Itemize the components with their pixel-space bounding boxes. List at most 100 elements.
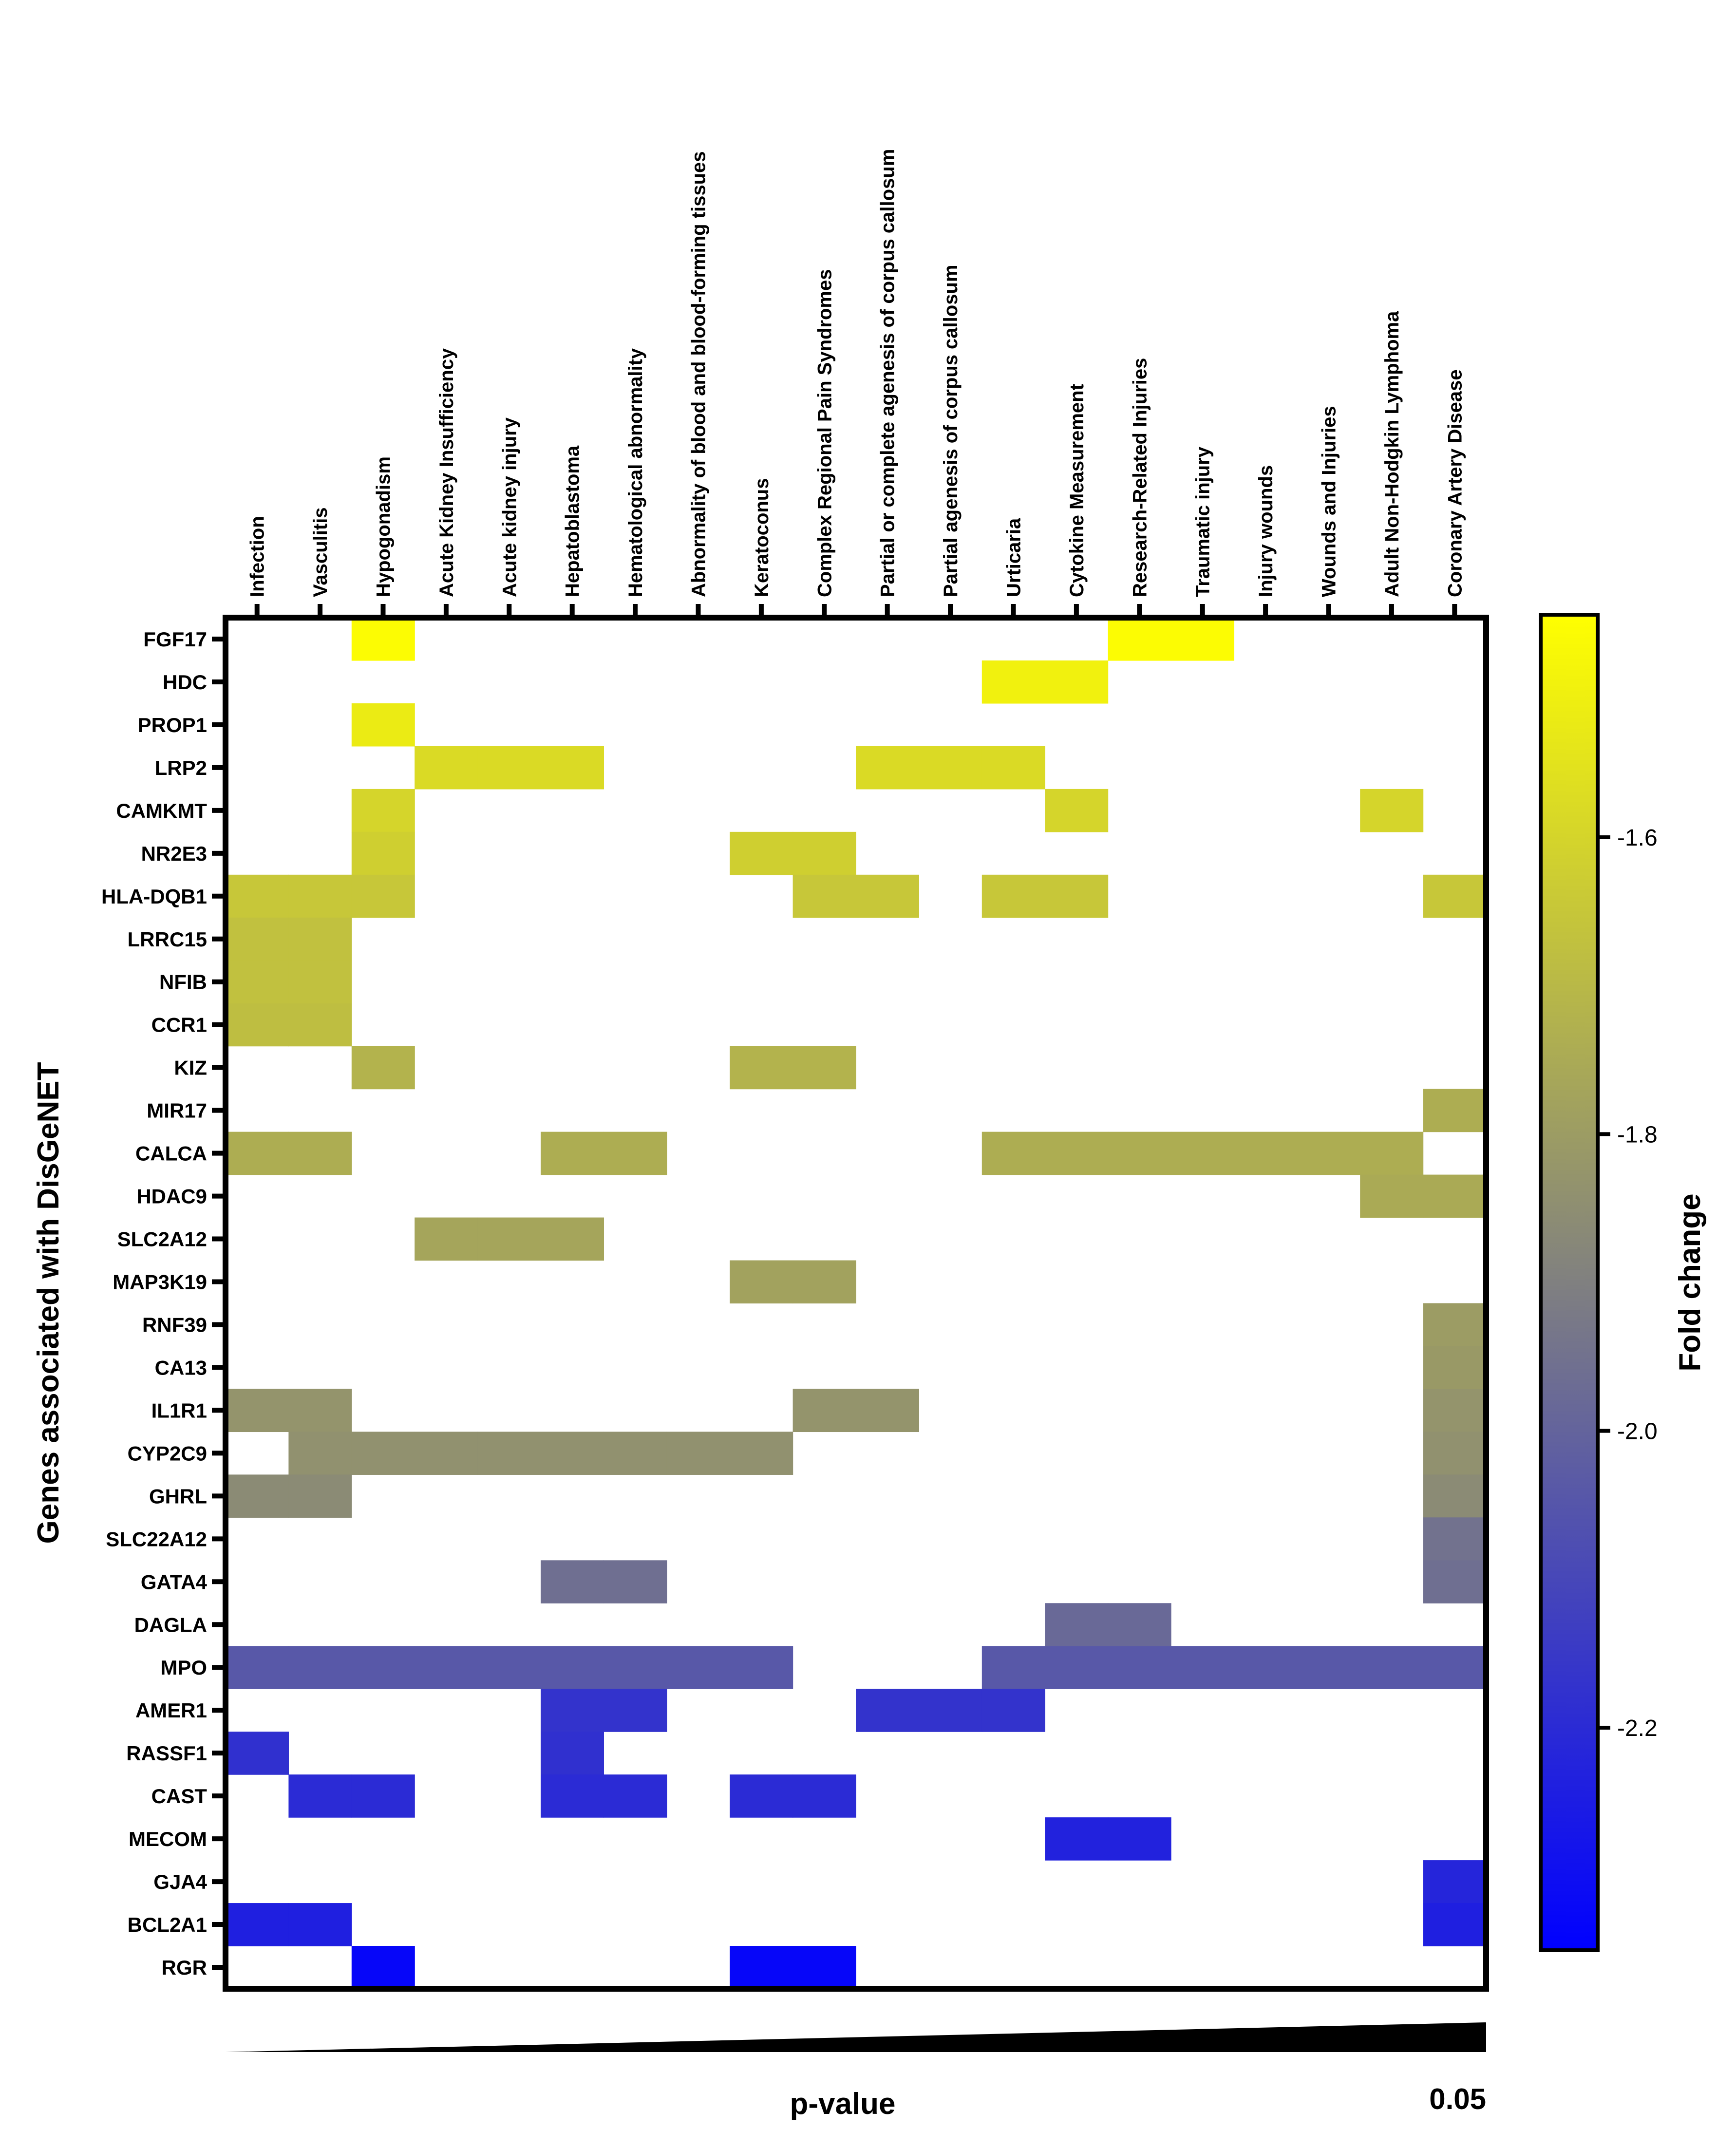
heatmap-cell	[1423, 1474, 1487, 1518]
heatmap-cell	[730, 1946, 793, 1989]
heatmap-cell	[288, 1903, 352, 1946]
heatmap-cell	[288, 1389, 352, 1433]
heatmap-cell	[730, 1432, 793, 1475]
heatmap-cell	[1171, 1131, 1234, 1175]
column-label: Vasculitis	[310, 507, 331, 597]
heatmap-cell	[1423, 1174, 1487, 1218]
heatmap-cell	[477, 1646, 541, 1689]
heatmap-cell	[288, 1474, 352, 1518]
row-label: RASSF1	[126, 1742, 207, 1765]
heatmap-cell	[1045, 1646, 1109, 1689]
heatmap-cell	[288, 960, 352, 1004]
heatmap-cell	[1045, 1817, 1109, 1861]
heatmap-cell	[793, 831, 856, 875]
row-label: GJA4	[153, 1870, 207, 1893]
heatmap-cell	[1360, 1131, 1424, 1175]
heatmap-cell	[226, 1646, 289, 1689]
heatmap-cell	[288, 1432, 352, 1475]
row-label: FGF17	[143, 628, 207, 651]
column-label: Partial or complete agenesis of corpus c…	[877, 149, 899, 597]
heatmap-cell	[1108, 1131, 1171, 1175]
row-label: HLA-DQB1	[101, 885, 207, 908]
heatmap-cell	[604, 1689, 667, 1732]
heatmap-cell	[226, 917, 289, 961]
heatmap-cell	[1045, 1131, 1109, 1175]
heatmap-cell	[541, 746, 604, 790]
heatmap-cell	[604, 1432, 667, 1475]
row-label: HDC	[163, 671, 207, 694]
row-label: GHRL	[149, 1485, 207, 1508]
heatmap-cell	[1360, 1174, 1424, 1218]
column-label: Infection	[247, 516, 268, 597]
column-label: Adult Non-Hodgkin Lymphoma	[1381, 311, 1403, 597]
y-axis-label: Genes associated with DisGeNET	[32, 1062, 65, 1544]
colorbar-ticks: -1.6 -1.8 -2.0 -2.2	[1598, 825, 1658, 1741]
heatmap-cell	[793, 874, 856, 918]
column-label: Hypogonadism	[373, 456, 395, 597]
column-label: Cytokine Measurement	[1066, 384, 1088, 597]
heatmap-cell	[793, 1946, 856, 1989]
heatmap-cell	[981, 1131, 1045, 1175]
row-label: SLC22A12	[106, 1527, 207, 1550]
heatmap-cell	[1423, 1389, 1487, 1433]
heatmap-cell	[856, 1689, 919, 1732]
heatmap-cell	[226, 1003, 289, 1047]
row-label: NFIB	[159, 971, 207, 994]
column-label: Injury wounds	[1255, 465, 1277, 597]
heatmap-cells	[226, 618, 1487, 1989]
heatmap-cell	[981, 660, 1045, 704]
heatmap-cell	[730, 1046, 793, 1090]
column-label: Coronary Artery Disease	[1444, 369, 1466, 597]
heatmap-cell	[1423, 1346, 1487, 1390]
heatmap-cell	[541, 1131, 604, 1175]
heatmap-cell	[541, 1689, 604, 1732]
heatmap-cell	[1108, 1646, 1171, 1689]
colorbar-tick-label: -1.6	[1617, 825, 1658, 851]
heatmap-cell	[793, 1389, 856, 1433]
heatmap-cell	[477, 746, 541, 790]
heatmap-cell	[856, 874, 919, 918]
column-label: Hepatoblastoma	[562, 445, 584, 597]
heatmap-cell	[1171, 618, 1234, 661]
heatmap-cell	[793, 1260, 856, 1304]
heatmap-cell	[1045, 874, 1109, 918]
heatmap-cell	[1423, 1432, 1487, 1475]
heatmap-cell	[226, 1903, 289, 1946]
heatmap-cell	[1234, 1646, 1298, 1689]
heatmap-cell	[856, 1389, 919, 1433]
heatmap-cell	[666, 1646, 730, 1689]
row-label: SLC2A12	[117, 1228, 207, 1251]
plot-frame	[223, 615, 1489, 1992]
column-label: Partial agenesis of corpus callosum	[940, 265, 962, 597]
column-axis: Infection Vasculitis Hypogonadism Acute Kid…	[247, 149, 1466, 615]
heatmap-cell	[288, 1646, 352, 1689]
row-label: AMER1	[135, 1699, 207, 1722]
heatmap-cell	[730, 1260, 793, 1304]
heatmap-cell	[288, 917, 352, 961]
heatmap-cell	[1297, 1646, 1360, 1689]
heatmap-cell	[604, 1560, 667, 1603]
column-label: Complex Regional Pain Syndromes	[814, 269, 835, 598]
heatmap-cell	[477, 1432, 541, 1475]
heatmap-cell	[351, 1946, 415, 1989]
row-label: RNF39	[142, 1313, 207, 1336]
column-label: Wounds and Injuries	[1319, 406, 1340, 597]
column-label: Acute Kidney Insufficiency	[436, 348, 457, 597]
heatmap-cell	[1423, 1089, 1487, 1132]
heatmap-cell	[1423, 1646, 1487, 1689]
heatmap-cell	[1423, 1303, 1487, 1347]
heatmap-cell	[730, 831, 793, 875]
row-label: CCR1	[151, 1014, 207, 1037]
p-value-threshold-label: 0.05	[1429, 2083, 1486, 2115]
heatmap-cell	[351, 1432, 415, 1475]
heatmap-cell	[1423, 1860, 1487, 1904]
heatmap-cell	[351, 789, 415, 832]
row-label: PROP1	[138, 714, 207, 736]
heatmap-cell	[541, 1732, 604, 1775]
heatmap-cell	[1423, 1517, 1487, 1561]
p-value-indicator: p-value 0.05	[226, 2022, 1486, 2121]
column-label: Keratoconus	[751, 478, 773, 598]
heatmap-cell	[1171, 1646, 1234, 1689]
column-label: Traumatic injury	[1192, 446, 1214, 597]
heatmap-cell	[981, 874, 1045, 918]
